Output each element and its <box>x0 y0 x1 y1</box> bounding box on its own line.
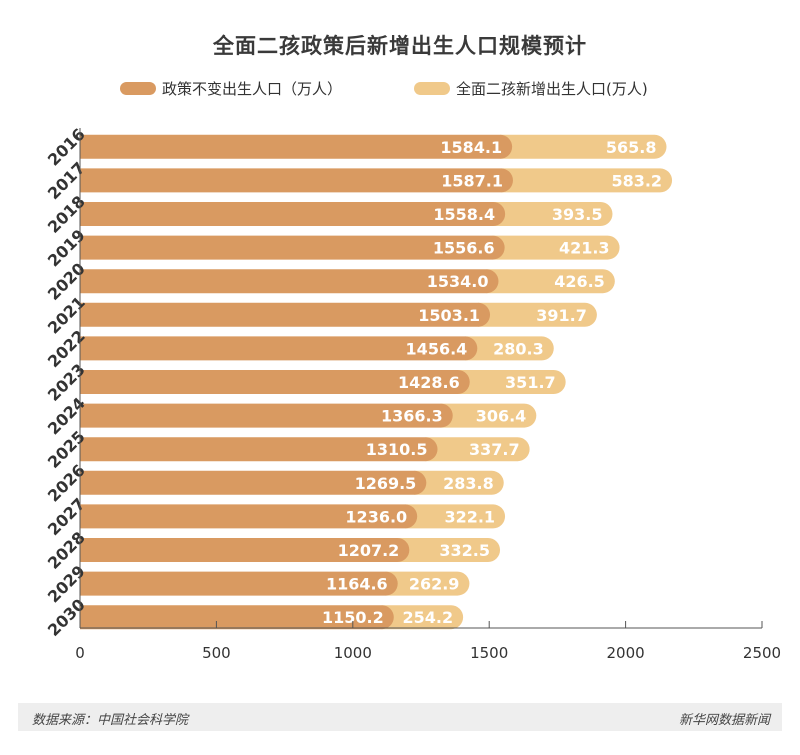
bar-baseline <box>80 370 470 394</box>
bar-label-two-child: 337.7 <box>469 440 520 459</box>
x-tick-label: 1000 <box>334 644 372 662</box>
bar-baseline <box>80 202 506 226</box>
bar-two-child <box>492 235 620 260</box>
bar-label-two-child: 391.7 <box>536 306 587 325</box>
bar-label-two-child: 254.2 <box>403 608 454 627</box>
bar-baseline <box>80 302 491 327</box>
bar-two-child <box>385 571 470 596</box>
bar-baseline <box>80 134 513 159</box>
bar-label-baseline: 1534.0 <box>427 272 489 291</box>
bar-label-baseline: 1150.2 <box>322 608 384 627</box>
bar-two-child <box>465 336 554 361</box>
bar-two-child <box>397 538 501 562</box>
bar-baseline <box>80 605 394 630</box>
bar-label-two-child: 583.2 <box>611 171 662 190</box>
bar-baseline <box>80 571 398 596</box>
bar-baseline <box>80 235 505 260</box>
bar-label-two-child: 262.9 <box>409 575 460 594</box>
bar-label-baseline: 1236.0 <box>345 507 407 526</box>
chart-title: 全面二孩政策后新增出生人口规模预计 <box>213 34 587 58</box>
bar-two-child <box>381 605 464 630</box>
bar-two-child <box>425 437 530 462</box>
bar-label-baseline: 1310.5 <box>366 440 428 459</box>
bar-baseline <box>80 336 478 361</box>
bar-label-two-child: 280.3 <box>493 339 544 358</box>
bar-two-child <box>493 202 613 226</box>
bar-label-baseline: 1558.4 <box>433 205 495 224</box>
x-tick-label: 1500 <box>470 644 508 662</box>
bar-baseline <box>80 470 427 495</box>
bar-label-baseline: 1456.4 <box>406 339 468 358</box>
bar-label-baseline: 1587.1 <box>441 171 503 190</box>
bar-baseline <box>80 504 418 529</box>
bar-label-baseline: 1366.3 <box>381 407 443 426</box>
x-tick-label: 2500 <box>743 644 781 662</box>
bar-label-two-child: 421.3 <box>559 239 610 258</box>
bar-label-two-child: 351.7 <box>505 373 556 392</box>
bar-baseline <box>80 403 453 428</box>
legend-swatch-two-child <box>414 82 450 95</box>
bar-label-two-child: 322.1 <box>444 507 495 526</box>
bar-label-baseline: 1164.6 <box>326 575 388 594</box>
bar-label-baseline: 1207.2 <box>338 541 400 560</box>
legend-label-baseline: 政策不变出生人口（万人） <box>162 80 343 98</box>
bar-two-child <box>405 504 506 529</box>
bar-two-child <box>414 470 504 495</box>
bar-label-two-child: 332.5 <box>439 541 490 560</box>
bar-two-child <box>478 302 597 327</box>
legend-item-baseline: 政策不变出生人口（万人） <box>120 78 342 99</box>
legend-swatch-baseline <box>120 82 156 95</box>
bar-two-child <box>500 168 673 193</box>
footer-bar: 数据来源：中国社会科学院 新华网数据新闻 <box>18 703 782 731</box>
bar-two-child <box>457 370 566 394</box>
bar-label-baseline: 1584.1 <box>440 138 502 157</box>
legend: 政策不变出生人口（万人） 全面二孩新增出生人口(万人) <box>0 78 800 102</box>
bar-label-baseline: 1556.6 <box>433 239 495 258</box>
bar-two-child <box>500 134 667 159</box>
bar-label-two-child: 393.5 <box>552 205 603 224</box>
bar-label-baseline: 1503.1 <box>418 306 480 325</box>
bar-label-two-child: 426.5 <box>554 272 605 291</box>
legend-label-two-child: 全面二孩新增出生人口(万人) <box>456 80 648 98</box>
bar-label-two-child: 565.8 <box>606 138 657 157</box>
data-source: 数据来源：中国社会科学院 <box>32 713 189 728</box>
x-tick-label: 0 <box>75 644 85 662</box>
bar-baseline <box>80 538 410 562</box>
x-tick-label: 500 <box>202 644 231 662</box>
bar-label-two-child: 283.8 <box>443 474 494 493</box>
bar-label-baseline: 1428.6 <box>398 373 460 392</box>
bar-two-child <box>486 269 615 294</box>
legend-item-two-child: 全面二孩新增出生人口(万人) <box>414 78 648 99</box>
bar-label-two-child: 306.4 <box>476 407 527 426</box>
bar-baseline <box>80 437 438 462</box>
bar-baseline <box>80 168 513 193</box>
bar-baseline <box>80 269 499 294</box>
x-tick-label: 2000 <box>607 644 645 662</box>
bar-label-baseline: 1269.5 <box>355 474 417 493</box>
footer-credit: 新华网数据新闻 <box>678 713 770 728</box>
bar-two-child <box>440 403 537 428</box>
